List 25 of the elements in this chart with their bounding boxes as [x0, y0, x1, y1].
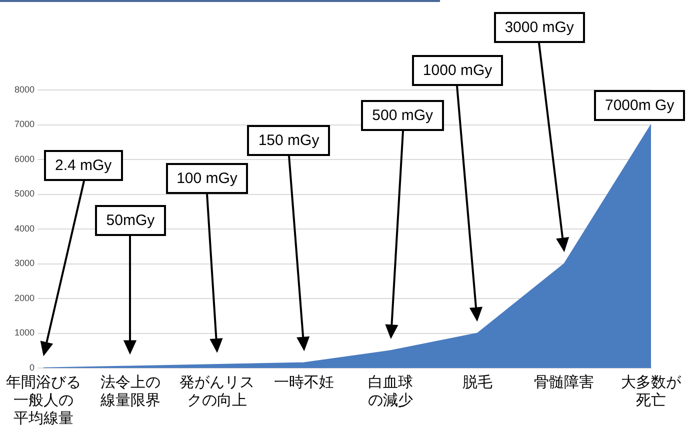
- annotation: 50mGy: [95, 205, 166, 236]
- x-tick-label: 発がんリスクの向上: [180, 374, 255, 410]
- y-tick-label: 8000: [14, 84, 34, 94]
- annotation: 100 mGy: [166, 163, 248, 194]
- y-tick-label: 2000: [14, 292, 34, 303]
- y-tick-label: 3000: [14, 258, 34, 268]
- y-tick-label: 6000: [14, 154, 34, 164]
- x-tick-label: 大多数が死亡: [621, 374, 682, 410]
- y-tick-label: 4000: [14, 223, 34, 234]
- y-tick-label: 1000: [14, 328, 34, 338]
- x-tick-label: 法令上の線量限界: [99, 374, 160, 410]
- x-tick-label: 脱毛: [462, 374, 492, 392]
- y-tick-label: 7000: [14, 119, 34, 130]
- annotation: 150 mGy: [247, 125, 330, 156]
- y-tick-label: 0: [29, 362, 34, 372]
- x-tick-label: 骨髄障害: [534, 374, 594, 392]
- annotation: 7000m Gy: [594, 90, 686, 121]
- x-tick-label: 一時不妊: [274, 374, 334, 392]
- y-tick-label: 5000: [14, 188, 34, 199]
- x-tick-label: 白血球の減少: [368, 374, 414, 410]
- text: 1000 mGy: [412, 55, 504, 86]
- annotation: 2.4 mGy: [44, 150, 123, 181]
- annotation: 500 mGy: [361, 100, 444, 131]
- text: 3000 mGy: [494, 12, 585, 43]
- x-tick-label: 年間浴びる一般人の平均線量: [6, 374, 81, 428]
